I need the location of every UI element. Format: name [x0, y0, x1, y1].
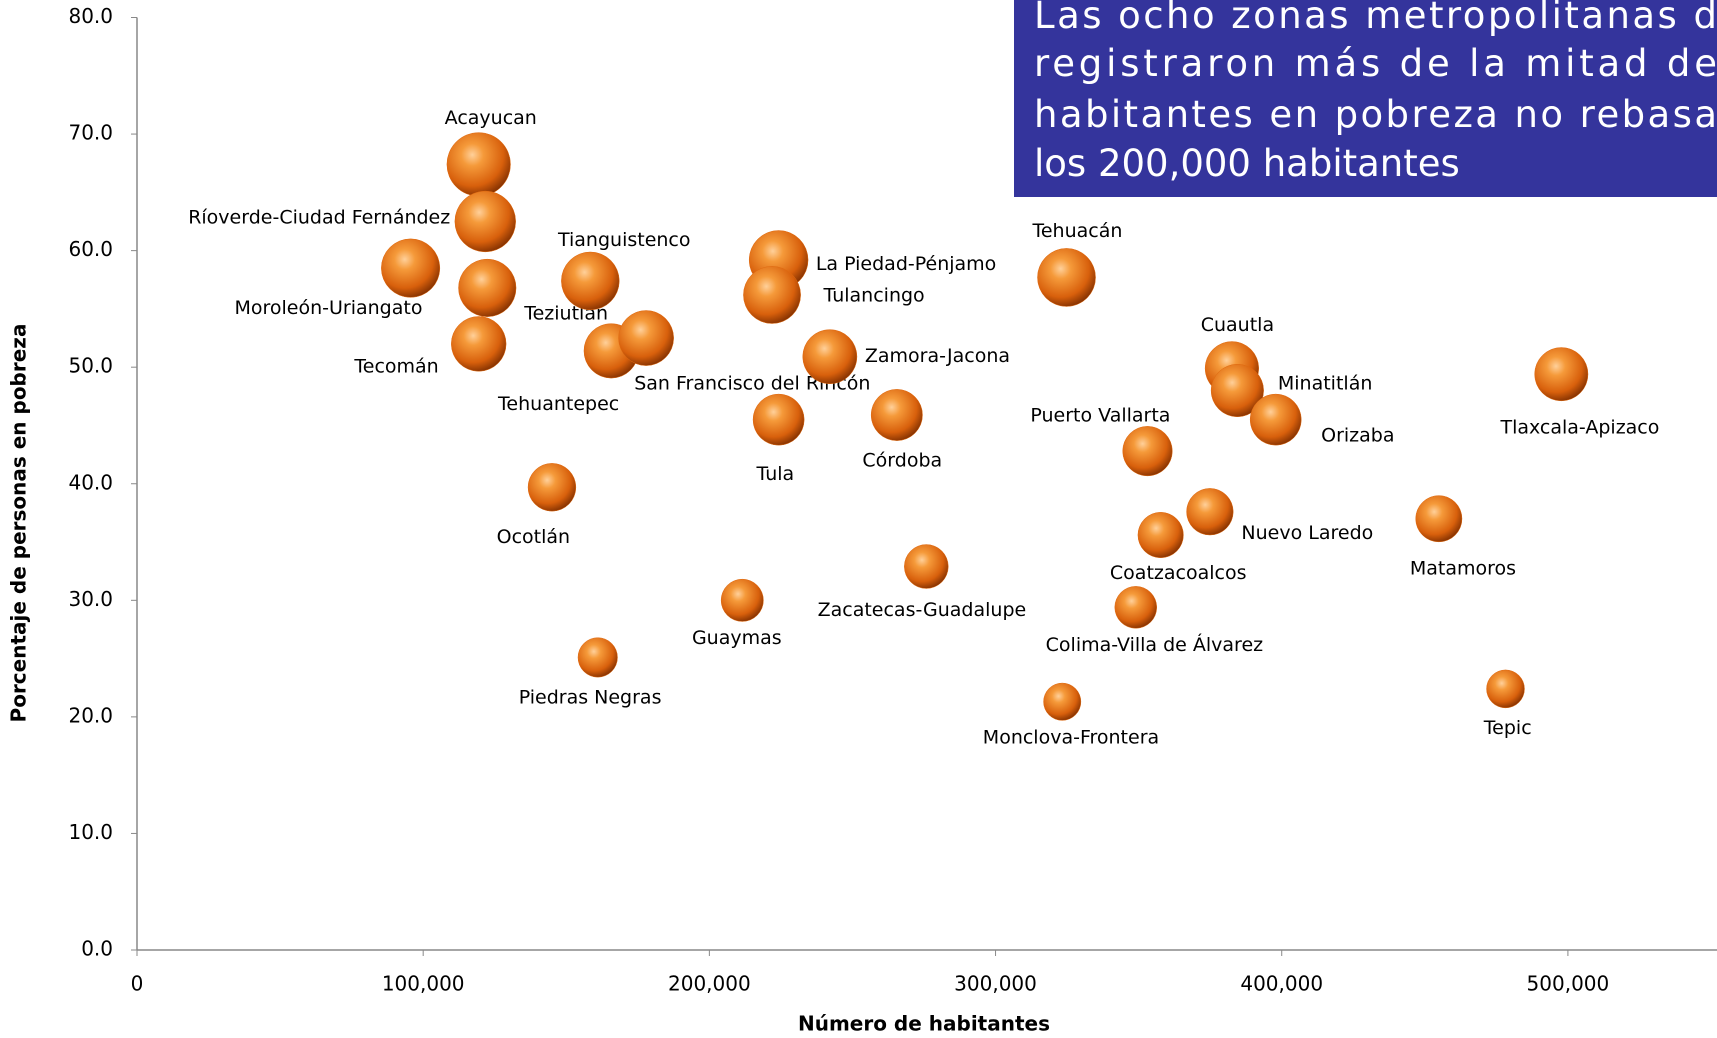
bubble — [527, 463, 577, 512]
bubble — [1186, 488, 1234, 536]
point-label: Guaymas — [692, 627, 782, 649]
point-label: Acayucan — [445, 107, 537, 129]
y-tick-label: 30.0 — [68, 587, 113, 611]
point-label: Matamoros — [1410, 558, 1516, 580]
y-tick-label: 50.0 — [68, 354, 113, 378]
point-label: Tlaxcala-Apizaco — [1499, 416, 1659, 438]
bubble — [1486, 669, 1525, 709]
bubble — [458, 258, 517, 317]
point-label: Tula — [755, 463, 794, 485]
bubble — [802, 329, 858, 385]
point-label: Coatzacoalcos — [1110, 562, 1247, 584]
bubble — [1114, 586, 1157, 629]
bubble — [1037, 248, 1096, 307]
bubble — [720, 578, 764, 622]
point-label: Tehuacán — [1031, 220, 1122, 242]
point-label: Cuautla — [1201, 314, 1274, 336]
bubble — [1137, 512, 1184, 559]
point-label: Puerto Vallarta — [1030, 405, 1170, 427]
annotation-line: registraron más de la mitad de — [1034, 42, 1717, 85]
annotation-line: los 200,000 habitantes — [1034, 142, 1460, 185]
point-label: La Piedad-Pénjamo — [816, 253, 996, 275]
bubble — [1249, 393, 1302, 446]
point-label: Nuevo Laredo — [1241, 522, 1373, 544]
bubble — [451, 316, 507, 372]
y-tick-label: 80.0 — [68, 4, 113, 28]
x-tick-label: 500,000 — [1527, 972, 1610, 996]
bubble — [870, 389, 923, 441]
bubble — [904, 544, 949, 589]
y-tick-label: 40.0 — [68, 470, 113, 494]
y-tick-label: 60.0 — [68, 237, 113, 261]
bubble — [381, 238, 441, 298]
y-tick-label: 0.0 — [81, 937, 113, 961]
bubble — [743, 266, 801, 324]
y-tick-label: 70.0 — [68, 121, 113, 145]
x-tick-label: 300,000 — [954, 972, 1037, 996]
point-label: Tulancingo — [823, 285, 925, 307]
bubble — [618, 310, 674, 366]
bubble — [454, 190, 516, 253]
point-label: Tianguistenco — [557, 229, 691, 251]
x-tick-label: 400,000 — [1240, 972, 1323, 996]
x-tick-label: 200,000 — [668, 972, 751, 996]
bubble — [561, 251, 620, 311]
point-label: Piedras Negras — [519, 686, 662, 708]
point-label: Tecomán — [353, 355, 438, 377]
point-label: Moroleón-Uriangato — [234, 297, 422, 319]
bubble — [1534, 347, 1589, 402]
bubble — [752, 393, 805, 446]
annotation-line: Las ocho zonas metropolitanas d — [1034, 0, 1717, 37]
point-label: Orizaba — [1321, 425, 1394, 447]
point-label: Ocotlán — [497, 526, 570, 548]
annotation-box — [1014, 0, 1717, 197]
bubble — [1415, 495, 1463, 543]
point-label: Zacatecas-Guadalupe — [818, 599, 1027, 621]
y-tick-label: 20.0 — [68, 703, 113, 727]
bubble — [1043, 682, 1082, 721]
point-label: Colima-Villa de Álvarez — [1046, 633, 1263, 656]
bubble — [1210, 363, 1264, 418]
y-tick-label: 10.0 — [68, 820, 113, 844]
annotation-line: habitantes en pobreza no rebasa — [1034, 93, 1717, 136]
point-label: Tepic — [1483, 717, 1532, 739]
point-label: Monclova-Frontera — [983, 726, 1159, 748]
x-tick-label: 100,000 — [382, 972, 465, 996]
y-axis-title: Porcentaje de personas en pobreza — [7, 324, 31, 723]
point-label: Zamora-Jacona — [865, 345, 1010, 367]
point-label: Minatitlán — [1278, 372, 1373, 394]
bubble — [446, 132, 511, 197]
point-label: Córdoba — [862, 449, 942, 471]
point-label: Ríoverde-Ciudad Fernández — [188, 207, 450, 229]
bubble — [1122, 426, 1173, 477]
point-label: Tehuantepec — [497, 393, 619, 415]
bubble — [577, 637, 618, 678]
point-label: San Francisco del Rincón — [634, 373, 870, 395]
x-axis-title: Número de habitantes — [798, 1012, 1050, 1036]
x-tick-label: 0 — [131, 972, 144, 996]
